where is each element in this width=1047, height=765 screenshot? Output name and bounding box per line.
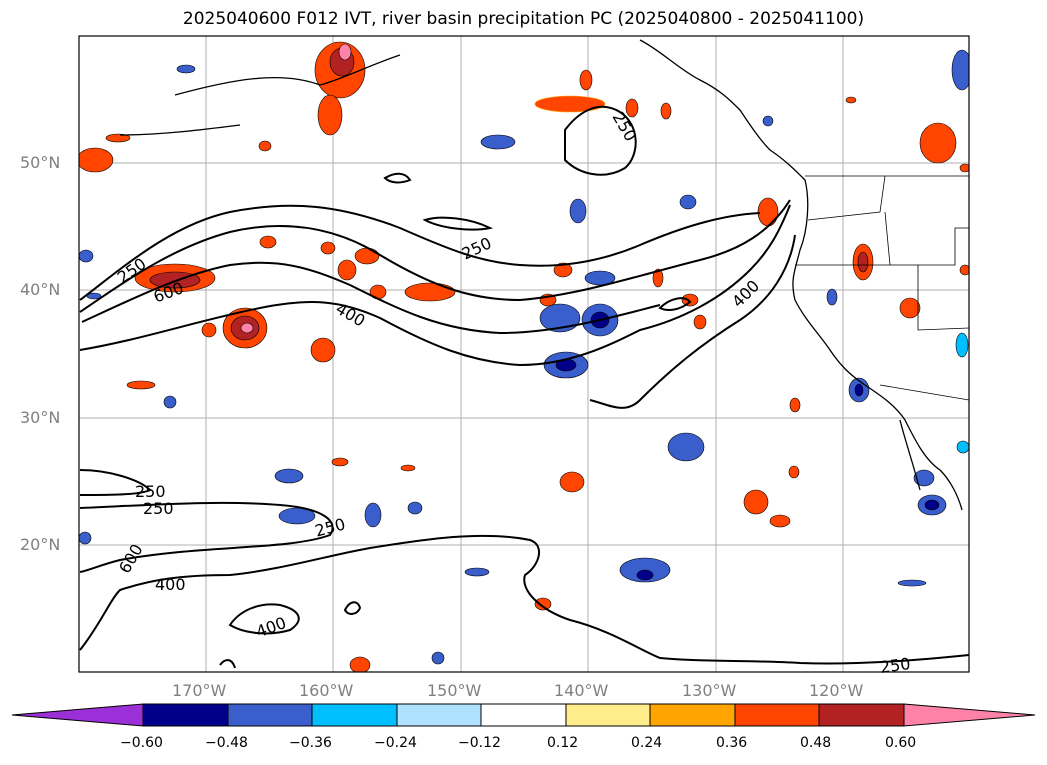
lat-label-20n: 20°N: [20, 535, 61, 554]
lat-label-30n: 30°N: [20, 408, 61, 427]
colorbar-tick: −0.36: [289, 735, 332, 751]
colorbar-segment: [311, 703, 398, 727]
lon-label-160w: 160°W: [299, 681, 354, 700]
colorbar-extend-low: [11, 703, 144, 727]
colorbar-segment: [396, 703, 482, 727]
contour-label: 250: [135, 482, 166, 501]
lon-label-130w: 130°W: [682, 681, 737, 700]
colorbar-tick: −0.48: [205, 735, 248, 751]
lon-label-170w: 170°W: [172, 681, 227, 700]
lat-label-40n: 40°N: [20, 280, 61, 299]
colorbar-segment: [818, 703, 905, 727]
contour-label: 250: [879, 654, 912, 677]
colorbar-tick: 0.12: [547, 735, 579, 751]
colorbar-segment: [480, 703, 567, 727]
colorbar-tick: 0.36: [716, 735, 748, 751]
precip-positive-areas: [79, 41, 969, 672]
lon-label-150w: 150°W: [427, 681, 482, 700]
contour-label: 400: [155, 575, 186, 594]
colorbar-segment: [142, 703, 229, 727]
lon-label-140w: 140°W: [554, 681, 609, 700]
contour-label: 250: [143, 499, 174, 518]
colorbar-tick: 0.48: [800, 735, 832, 751]
colorbar-segment: [649, 703, 736, 727]
precip-negative-areas: [79, 49, 969, 665]
colorbar-extend-high: [903, 703, 1036, 727]
coastline: [119, 39, 963, 511]
map-title: 2025040600 F012 IVT, river basin precipi…: [182, 9, 865, 29]
lat-label-50n: 50°N: [20, 153, 61, 172]
colorbar-segment: [734, 703, 820, 727]
political-boundaries: [795, 175, 969, 401]
colorbar-tick: −0.60: [120, 735, 163, 751]
colorbar-segment: [227, 703, 313, 727]
colorbar-tick: 0.60: [885, 735, 917, 751]
colorbar: [11, 703, 1036, 727]
colorbar-tick: −0.24: [374, 735, 417, 751]
lon-label-120w: 120°W: [809, 681, 864, 700]
colorbar-tick: −0.12: [458, 735, 501, 751]
graticule: [79, 36, 969, 672]
map-area: [79, 36, 969, 672]
colorbar-segment: [565, 703, 651, 727]
colorbar-tick: 0.24: [631, 735, 663, 751]
ivt-contours: [79, 105, 969, 669]
map-frame: [78, 35, 970, 673]
